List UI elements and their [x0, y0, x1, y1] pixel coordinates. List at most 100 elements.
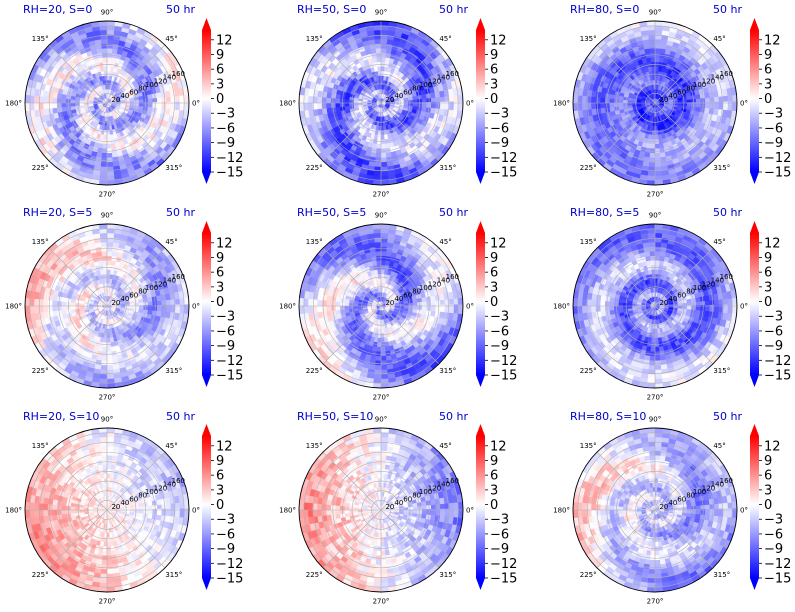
- heatmap-cell: [95, 156, 103, 163]
- heatmap-cell: [401, 23, 413, 32]
- heatmap-cell: [174, 325, 183, 336]
- heatmap-cell: [641, 123, 647, 130]
- heatmap-cell: [160, 107, 167, 115]
- heatmap-cell: [650, 84, 654, 90]
- heatmap-cell: [353, 97, 359, 102]
- heatmap-cell: [109, 94, 114, 100]
- heatmap-cell: [142, 105, 149, 112]
- heatmap-cell: [91, 294, 97, 299]
- heatmap-cell: [95, 279, 101, 286]
- heatmap-cell: [61, 89, 68, 96]
- heatmap-cell: [376, 103, 381, 106]
- heatmap-cell: [378, 296, 381, 302]
- angle-tick-label: 45°: [713, 35, 725, 43]
- heatmap-cell: [389, 112, 395, 118]
- heatmap-cell: [96, 294, 102, 300]
- heatmap-cell: [377, 296, 380, 302]
- heatmap-cell: [608, 94, 615, 100]
- heatmap-cell: [447, 87, 455, 97]
- heatmap-cell: [370, 152, 378, 159]
- heatmap-cell: [73, 67, 81, 75]
- heatmap-cell: [348, 99, 354, 104]
- heatmap-cell: [371, 85, 376, 92]
- heatmap-cell: [576, 95, 583, 105]
- heatmap-cell: [385, 293, 391, 299]
- heatmap-cell: [677, 104, 683, 109]
- heatmap-cell: [439, 107, 446, 116]
- heatmap-cell: [114, 87, 119, 93]
- heatmap-cell: [387, 86, 392, 92]
- heatmap-cell: [655, 103, 658, 108]
- heatmap-cell: [115, 104, 122, 108]
- heatmap-cell: [659, 90, 663, 96]
- heatmap-cell: [655, 179, 665, 185]
- colorbar-tick-label: 6: [216, 63, 224, 78]
- heatmap-cell: [368, 107, 374, 112]
- heatmap-cell: [305, 73, 314, 84]
- heatmap-cell: [165, 101, 172, 110]
- heatmap-cell: [650, 107, 654, 113]
- heatmap-cell: [623, 174, 635, 183]
- heatmap-cell: [111, 307, 117, 311]
- heatmap-cell: [376, 100, 381, 103]
- heatmap-cell: [613, 103, 619, 108]
- angle-tick-label: 90°: [375, 9, 387, 17]
- heatmap-cell: [375, 157, 383, 163]
- heatmap-cell: [373, 134, 379, 140]
- heatmap-cell: [381, 111, 385, 118]
- heatmap-cell: [98, 346, 104, 353]
- heatmap-cell: [347, 67, 355, 75]
- heatmap-cell: [88, 95, 95, 100]
- angle-tick-label: 135°: [32, 35, 49, 43]
- heatmap-cell: [349, 174, 361, 183]
- heatmap-cell: [91, 232, 101, 240]
- heatmap-cell: [106, 259, 112, 266]
- angle-tick-label: 270°: [99, 191, 116, 199]
- angular-gridline: [596, 102, 656, 162]
- heatmap-cell: [178, 123, 187, 135]
- heatmap-cell: [383, 111, 387, 117]
- radial-tick-label: 120: [428, 77, 441, 85]
- heatmap-cell: [74, 99, 80, 104]
- colorbar-tick-label: 3: [764, 77, 772, 92]
- radial-tick-label: 160: [172, 70, 185, 78]
- heatmap-cell: [376, 303, 381, 306]
- heatmap-cell: [100, 111, 104, 117]
- heatmap-cell: [147, 97, 154, 103]
- heatmap-cell: [377, 134, 382, 141]
- angular-gridline: [380, 102, 440, 162]
- radial-tick-label: 120: [154, 280, 167, 288]
- heatmap-cell: [372, 75, 377, 82]
- heatmap-cell: [27, 71, 36, 83]
- heatmap-cell: [98, 300, 104, 304]
- heatmap-cell: [646, 104, 652, 108]
- heatmap-cell: [663, 105, 669, 109]
- heatmap-cell: [25, 103, 31, 113]
- heatmap-cell: [391, 110, 397, 115]
- heatmap-cell: [389, 105, 395, 109]
- heatmap-cell: [365, 91, 371, 96]
- angle-tick-label: 90°: [649, 9, 661, 17]
- heatmap-cell: [165, 107, 172, 116]
- heatmap-cell: [98, 278, 103, 285]
- heatmap-cell: [88, 105, 94, 109]
- heatmap-cell: [102, 103, 107, 106]
- heatmap-cell: [655, 143, 661, 150]
- heatmap-cell: [105, 88, 107, 94]
- heatmap-cell: [638, 92, 644, 97]
- heatmap-cell: [655, 103, 660, 105]
- heatmap-cell: [112, 312, 118, 318]
- heatmap-cell: [299, 103, 305, 113]
- heatmap-cell: [649, 125, 654, 131]
- heatmap-cell: [110, 110, 114, 117]
- heatmap-cell: [384, 299, 390, 304]
- heatmap-cell: [98, 308, 104, 312]
- heatmap-cell: [366, 103, 373, 107]
- heatmap-cell: [389, 106, 395, 110]
- heatmap-cell: [641, 71, 648, 78]
- heatmap-cell: [668, 98, 674, 102]
- heatmap-cell: [99, 171, 109, 177]
- heatmap-cell: [364, 109, 370, 114]
- heatmap-cell: [107, 103, 113, 105]
- heatmap-cell: [33, 306, 40, 315]
